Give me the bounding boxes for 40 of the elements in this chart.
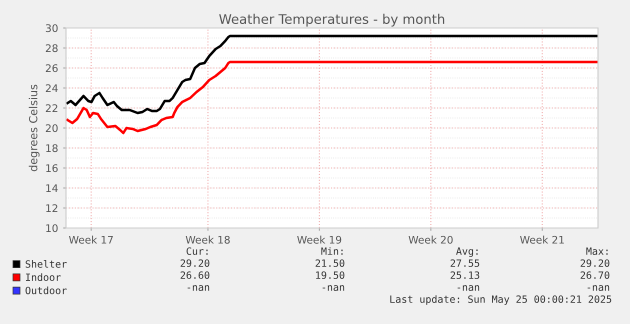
chart-title: Weather Temperatures - by month [219,14,444,27]
text: 26.60 [180,271,210,279]
text: -nan [458,285,480,291]
text: Last update: Sun May 25 00:00:21 2025 [390,295,612,305]
legend-label: Shelter [26,260,67,268]
x-tick-label: Week 19 [297,236,342,244]
y-axis-title: degrees Celsius [28,84,40,172]
y-tick-label: 18 [46,144,58,152]
text: Avg: [456,247,478,257]
text: Max: [586,247,608,255]
y-tick-label: 16 [46,164,58,172]
x-tick-label: Week 18 [186,236,230,244]
text: -nan [322,285,344,291]
x-tick-label: Week 17 [69,236,113,244]
text: -nan [188,285,210,291]
text: -nan [588,285,610,291]
x-tick-label: Week 20 [408,236,453,244]
text: 25.13 [450,271,480,279]
legend-label: Indoor [26,273,61,282]
y-tick-label: 22 [46,104,58,112]
text: Min: [321,247,343,255]
text: 21.50 [316,259,344,267]
text: 27.55 [450,259,480,267]
line-series [66,34,598,114]
text: Cur: [186,247,208,255]
y-tick-label: 26 [46,64,58,72]
y-tick-label: 12 [46,204,58,212]
x-tick-label: Week 21 [520,236,564,244]
text: 29.20 [180,259,210,267]
line-series [66,60,598,134]
text: 19.50 [316,271,344,279]
y-tick-label: 10 [46,224,58,232]
legend-label: Outdoor [26,286,67,294]
y-tick-label: 28 [46,44,58,52]
text: 29.20 [580,259,610,267]
text: 26.70 [580,271,610,279]
y-tick-label: 30 [46,24,58,32]
y-tick-label: 14 [46,184,58,192]
y-tick-label: 20 [46,124,58,132]
y-tick-label: 24 [46,84,58,92]
